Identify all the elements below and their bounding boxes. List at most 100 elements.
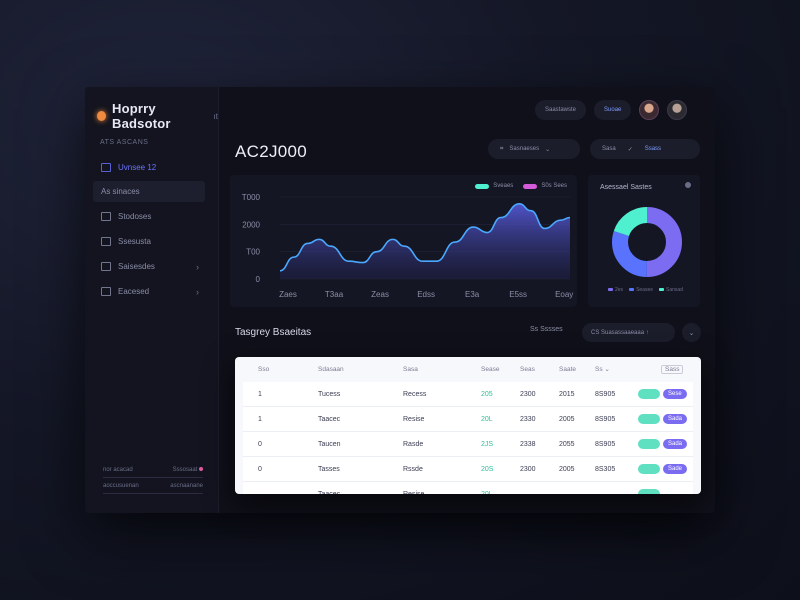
footer-text: Sssosaat — [172, 467, 198, 473]
footer-text: aoccusuenan — [103, 483, 139, 489]
table-cell: 2300 — [520, 465, 536, 473]
table-cell: Taucen — [318, 440, 341, 448]
sidebar-item-overview[interactable]: Uvnsee 12 — [93, 157, 205, 178]
avatar[interactable] — [667, 100, 688, 120]
legend-label: Seasee — [636, 287, 654, 293]
table-row[interactable]: 1 Tucess Recess 205 2300 2015 8S905 Sese — [243, 382, 693, 407]
sidebar-item-3[interactable]: Stodoses — [93, 206, 205, 227]
table-expand-button[interactable]: ⌄ — [682, 323, 701, 342]
table-cell: Rasde — [403, 440, 424, 448]
segment-filter[interactable]: Sasa ✓ Ssass — [590, 139, 700, 159]
x-tick-label: Zeas — [371, 290, 389, 299]
status-badge — [638, 414, 660, 424]
chevron-right-icon: › — [196, 286, 199, 297]
y-tick-label: 2000 — [242, 220, 260, 229]
notification-dot-icon — [199, 467, 203, 471]
settings-icon — [101, 287, 111, 296]
column-header[interactable]: Sasa — [403, 365, 418, 373]
legend-swatch — [608, 288, 613, 291]
sidebar-item-4[interactable]: Ssesusta — [93, 231, 205, 252]
table-cell: Taacec — [318, 490, 341, 495]
table-cell: 20L — [481, 415, 493, 423]
table-cell: Resise — [403, 490, 425, 495]
table-cell: 8S905 — [595, 415, 616, 423]
sidebar-item-label: Eacesed — [118, 287, 150, 296]
table-cell: Tucess — [318, 390, 341, 398]
table-cell: 8S905 — [595, 390, 616, 398]
brand[interactable]: Hoprry Badsotor ıt — [97, 101, 218, 131]
status-badge — [638, 464, 660, 474]
sidebar-item-label: As sinaces — [101, 187, 140, 196]
column-header[interactable]: Sease — [481, 365, 500, 373]
topbar-button-blue[interactable]: Suoae — [594, 100, 632, 120]
date-filter[interactable]: ⌗ Sasnaeses ⌄ — [488, 139, 580, 159]
area-fill — [280, 203, 570, 279]
status-badge — [638, 439, 660, 449]
document-icon — [101, 237, 111, 246]
donut-chart-card: Asessael Sastes 2es Seasee Sansad — [588, 175, 700, 307]
column-header[interactable]: Sdasaan — [318, 365, 344, 373]
column-header[interactable]: Sso — [258, 365, 270, 373]
legend-swatch — [475, 183, 490, 189]
action-badge[interactable]: Sese — [663, 389, 687, 399]
divider — [103, 477, 203, 478]
action-badge[interactable]: Sada — [663, 439, 688, 449]
x-tick-label: E3a — [465, 290, 480, 299]
table-row[interactable]: 1 Taacec Resise 20L 2330 2005 8S905 Sada — [243, 407, 693, 432]
table-cell: 0 — [258, 440, 262, 448]
more-icon[interactable] — [685, 182, 691, 188]
sidebar-footer: nor acacad Sssosaat aoccusuenan ascnaana… — [103, 467, 203, 499]
chevron-down-icon: ⌄ — [545, 146, 551, 153]
sidebar-item-label: Stodoses — [118, 212, 152, 221]
legend-swatch — [659, 288, 665, 291]
sidebar-item-6[interactable]: Eacesed › — [93, 281, 205, 302]
brand-title: Hoprry Badsotor — [111, 101, 171, 131]
column-header[interactable]: Ss ⌄ — [595, 366, 610, 373]
topbar-button[interactable]: Saastawste — [535, 100, 587, 120]
brand-suffix: ıt — [213, 111, 218, 121]
sidebar-item-selected[interactable]: As sinaces — [93, 181, 205, 202]
column-header[interactable]: Saate — [559, 365, 576, 373]
table-row[interactable]: 0 Tasses Rssde 20S 2300 2005 8S305 Sade — [243, 457, 693, 482]
action-badge[interactable]: Sade — [663, 464, 688, 474]
legend-label: 2es — [615, 287, 624, 293]
legend-label: S0s Sees — [541, 183, 567, 189]
table-cell: 2300 — [520, 390, 536, 398]
table-cell: 2JS — [481, 440, 494, 448]
x-tick-label: Eoay — [555, 290, 573, 299]
table-cell: 8S305 — [595, 465, 616, 473]
footer-text: nor acacad — [103, 467, 133, 473]
table-filter-link[interactable]: Ss Sssses — [530, 326, 563, 333]
check-icon: ✓ — [627, 146, 633, 153]
table-cell: 205 — [481, 390, 493, 398]
table-cell: 1 — [258, 390, 262, 398]
headline-value: AC2J000 — [235, 142, 308, 161]
chevron-right-icon: › — [196, 261, 199, 272]
table-cell: 2005 — [559, 465, 575, 473]
avatar[interactable] — [639, 100, 660, 120]
table-cell: Recess — [403, 390, 427, 398]
donut-legend: 2es Seasee Sansad — [608, 287, 683, 293]
column-header[interactable]: Seas — [520, 365, 535, 373]
column-header[interactable]: Sass — [661, 364, 684, 374]
legend-swatch — [629, 288, 635, 291]
sidebar-item-5[interactable]: Saisesdes › — [93, 256, 205, 277]
status-badge — [638, 389, 660, 399]
table-cell: 2338 — [520, 440, 536, 448]
table-cell: 8S905 — [595, 440, 616, 448]
data-table: Sso Sdasaan Sasa Sease Seas Saate Ss ⌄ S… — [235, 357, 701, 494]
table-cell: Tasses — [318, 465, 340, 473]
area-chart: 0 T00 2000 T000 Zaes T3aa Zeas Edss E3a E5ss Eoay — [242, 193, 574, 299]
table-row[interactable]: Taacec Resise 20L — [243, 482, 693, 494]
table-row[interactable]: 0 Taucen Rasde 2JS 2338 2055 8S905 Sada — [243, 432, 693, 457]
legend-label: Sansad — [666, 287, 683, 293]
sidebar-item-label: Uvnsee 12 — [118, 163, 157, 172]
table-cell: 2330 — [520, 415, 536, 423]
dashboard-window: Hoprry Badsotor ıt ATS ASCANS Uvnsee 12 … — [85, 87, 715, 513]
action-badge[interactable]: Sada — [663, 414, 688, 424]
table-cell: 20L — [481, 490, 493, 495]
table-cell: Rssde — [403, 465, 423, 473]
segment-filter-value: Ssass — [644, 146, 662, 152]
status-badge — [638, 489, 660, 494]
table-sort-select[interactable]: CS Suasassaaeaaa ↑ — [582, 323, 675, 342]
